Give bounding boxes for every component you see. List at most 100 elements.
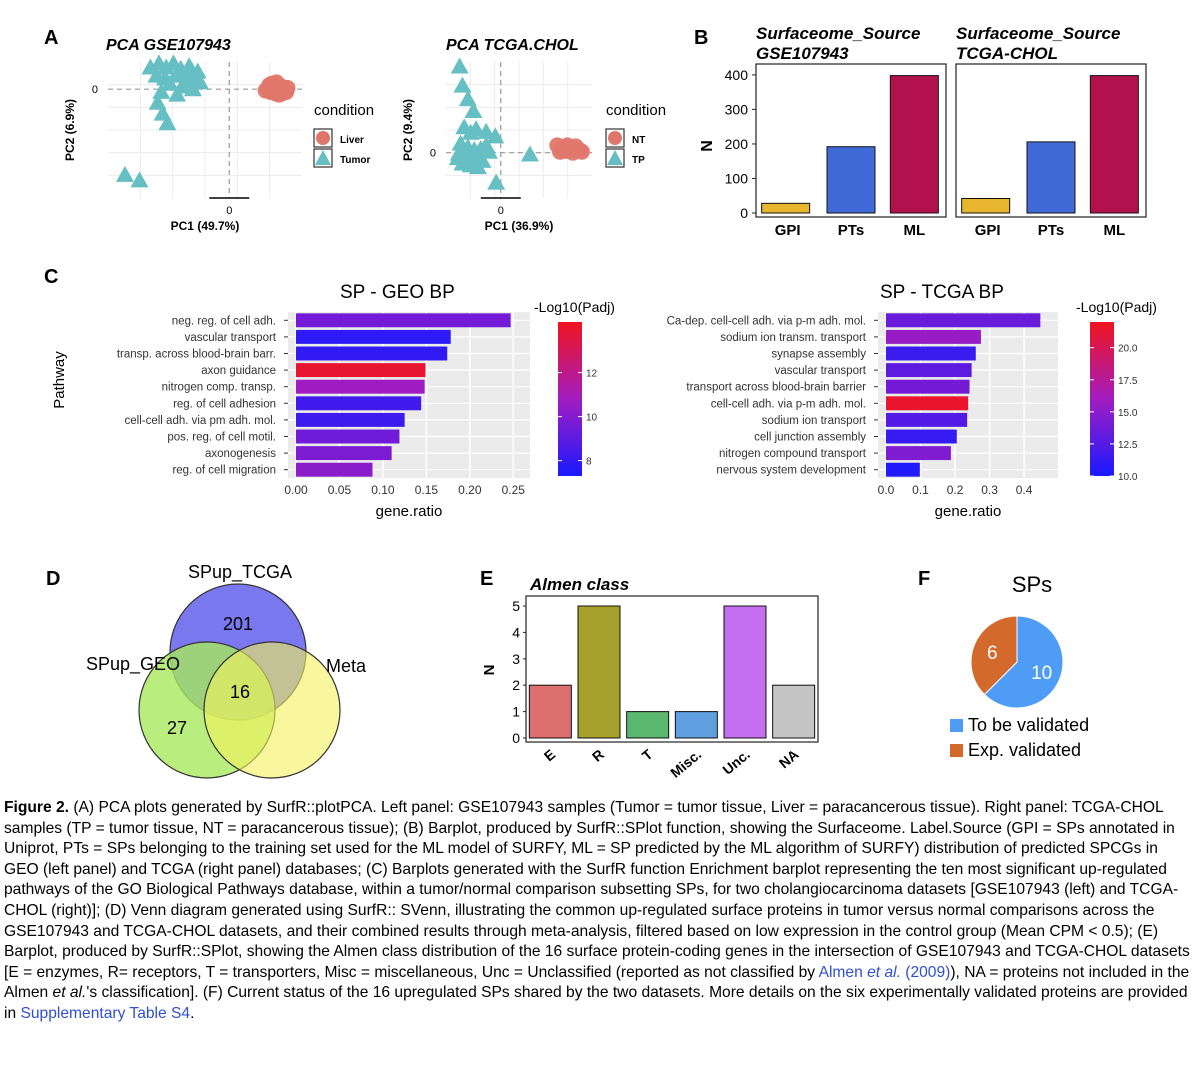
pie-slice-to-be-validated — [983, 615, 1064, 709]
surfaceome-tcga-title: Surfaceome_Source TCGA-CHOL — [956, 24, 1120, 64]
pca-tcga-point-tp — [450, 57, 469, 74]
tcga-bp-bar — [886, 313, 1041, 328]
caption-link-almen-b: et al. — [867, 963, 901, 981]
pca-geo-point-liver — [278, 83, 295, 100]
pca-geo-point-tumor — [168, 85, 187, 102]
almen-y-tick-label: 5 — [512, 598, 520, 614]
caption-link-almen-c: (2009) — [900, 963, 951, 981]
geo-bp-x-axis-label: gene.ratio — [376, 503, 443, 520]
pca-geo-legend-key-liver — [316, 131, 330, 145]
caption-part1: (A) PCA plots generated by SurfR::plotPC… — [4, 799, 1190, 981]
almen-bar-unc — [723, 605, 767, 739]
tcga-bp-category-label: sodium ion transm. transport — [720, 332, 867, 344]
surf-tcga-bar-ml — [1089, 75, 1139, 214]
surf-tcga-x-tick-label: PTs — [1038, 222, 1064, 239]
venn-label-meta: Meta — [326, 656, 367, 676]
panel-label-f: F — [918, 568, 931, 590]
pca-tcga-x-tick-label: 0 — [498, 205, 504, 217]
tcga-bp-x-tick-label: 0.3 — [981, 483, 998, 497]
venn-circle-meta — [203, 641, 341, 779]
geo-bp-category-label: cell-cell adh. via pm adh. mol. — [125, 415, 276, 427]
venn-label-geo: SPup_GEO — [86, 654, 180, 675]
surf-tcga-bar-pts — [1026, 141, 1076, 214]
caption-link-supplementary[interactable]: Supplementary Table S4 — [20, 1004, 191, 1022]
pie-value-label: 6 — [987, 643, 998, 664]
pca-tcga-point-tp — [458, 90, 477, 107]
geo-bp-bar — [296, 396, 422, 411]
pca-tcga-point-tp — [448, 149, 467, 166]
tcga-bp-title: SP - TCGA BP — [880, 282, 1004, 303]
surfaceome-geo-title-line1: Surfaceome_Source — [756, 24, 921, 43]
surf-geo-bar-pts — [826, 146, 876, 214]
geo-bp-colorbar-tick-label: 12 — [586, 369, 598, 380]
geo-bp-category-label: vascular transport — [185, 332, 277, 344]
tcga-bp-bar — [886, 412, 968, 427]
caption-link-almen-a: Almen — [818, 963, 868, 981]
tcga-bp-x-tick-label: 0.1 — [912, 483, 929, 497]
tcga-bp-bar — [886, 363, 972, 378]
surf-geo-y-tick-label: 100 — [725, 170, 749, 186]
geo-bp-colorbar-tick-label: 8 — [586, 457, 592, 468]
panel-label-a: A — [44, 27, 59, 49]
geo-bp-x-tick-label: 0.25 — [502, 483, 526, 497]
figure-caption: Figure 2. (A) PCA plots generated by Sur… — [4, 798, 1196, 1025]
pca-geo-point-tumor — [157, 58, 176, 75]
venn-count-tcga: 201 — [223, 614, 253, 634]
pca-tcga-legend-title: condition — [606, 102, 666, 119]
geo-bp-category-label: neg. reg. of cell adh. — [172, 315, 276, 327]
geo-bp-bar — [296, 329, 451, 344]
pca-geo-y-tick-label: 0 — [92, 84, 98, 96]
pca-tcga-legend-label-tp: TP — [632, 155, 645, 166]
geo-bp-colorbar-title: -Log10(Padj) — [534, 299, 615, 315]
surf-geo-bar-ml — [889, 75, 939, 214]
surfaceome-geo-title-line2: GSE107943 — [756, 44, 849, 63]
caption-part4: . — [190, 1004, 195, 1022]
caption-link-almen[interactable]: Almen et al. (2009) — [819, 964, 951, 981]
pie-legend-key — [950, 744, 963, 757]
almen-y-tick-label: 0 — [512, 730, 520, 746]
surf-geo-y-tick-label: 300 — [725, 101, 749, 117]
tcga-bp-category-label: transport across blood-brain barrier — [686, 382, 866, 394]
surf-tcga-x-tick-label: GPI — [975, 222, 1001, 239]
pca-geo-legend-label-tumor: Tumor — [340, 155, 370, 166]
tcga-bp-x-tick-label: 0.2 — [947, 483, 964, 497]
geo-bp-colorbar — [558, 322, 582, 476]
tcga-bp-colorbar-tick-label: 17.5 — [1118, 376, 1138, 387]
geo-bp-bar — [296, 313, 511, 328]
pca-tcga-legend-key-nt — [608, 131, 622, 145]
almen-y-axis-label: N — [481, 665, 498, 676]
surf-geo-bar-gpi — [761, 202, 811, 214]
geo-bp-bar — [296, 446, 392, 461]
geo-bp-x-tick-label: 0.05 — [328, 483, 352, 497]
caption-part2: ), NA = proteins not included in the Alm… — [4, 963, 1190, 1002]
pie-legend-label: Exp. validated — [968, 740, 1081, 760]
tcga-bp-x-tick-label: 0.0 — [878, 483, 895, 497]
pca-geo-point-tumor — [130, 171, 149, 188]
panel-label-b: B — [694, 27, 709, 49]
geo-bp-bar — [296, 462, 373, 477]
pca-geo-point-tumor — [177, 63, 196, 80]
surf-geo-y-tick-label: 0 — [740, 205, 748, 221]
almen-y-tick-label: 1 — [512, 704, 520, 720]
panel-label-e: E — [480, 568, 494, 590]
pie-legend-key — [950, 719, 963, 732]
tcga-bp-category-label: cell junction assembly — [754, 432, 866, 444]
pca-tcga-point-tp — [487, 173, 506, 190]
pca-tcga-y-tick-label: 0 — [430, 148, 436, 160]
pca-tcga-y-axis-label: PC2 (9.4%) — [401, 99, 415, 161]
surfaceome-tcga-title-line1: Surfaceome_Source — [956, 24, 1121, 43]
geo-bp-category-label: axonogenesis — [205, 448, 276, 460]
venn-count-all: 16 — [230, 682, 250, 702]
geo-bp-x-tick-label: 0.20 — [458, 483, 482, 497]
tcga-bp-bar — [886, 446, 951, 461]
tcga-bp-category-label: sodium ion transport — [762, 415, 867, 427]
panel-label-c: C — [44, 266, 59, 288]
almen-y-tick-label: 2 — [512, 677, 520, 693]
tcga-bp-category-label: Ca-dep. cell-cell adh. via p-m adh. mol. — [667, 315, 866, 327]
pca-tcga-legend-label-nt: NT — [632, 135, 645, 146]
surf-geo-y-tick-label: 400 — [725, 67, 749, 83]
geo-bp-category-label: nitrogen comp. transp. — [162, 382, 276, 394]
